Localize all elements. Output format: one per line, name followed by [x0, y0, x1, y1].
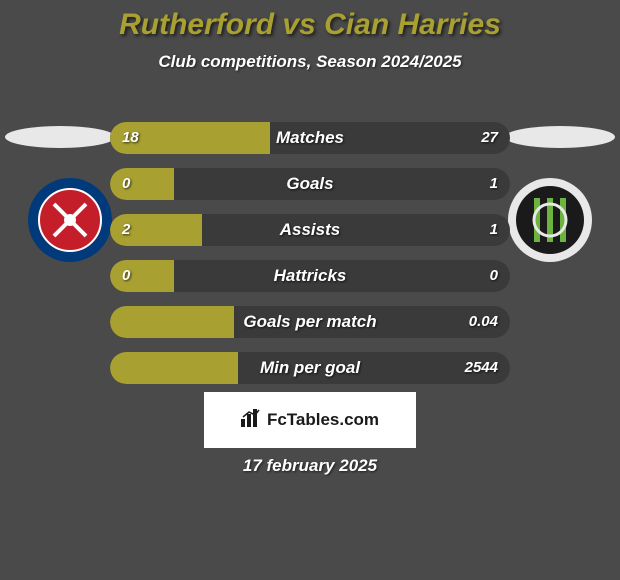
page-title: Rutherford vs Cian Harries	[0, 0, 620, 42]
stat-label: Goals per match	[110, 306, 510, 338]
footer-date: 17 february 2025	[0, 456, 620, 476]
player-oval-right	[505, 126, 615, 148]
stat-value-right: 0.04	[469, 306, 498, 338]
stat-value-right: 1	[490, 214, 498, 246]
page-subtitle: Club competitions, Season 2024/2025	[0, 52, 620, 72]
stat-row: 18Matches27	[110, 122, 510, 154]
brand-box: FcTables.com	[204, 392, 416, 448]
comparison-card: Rutherford vs Cian Harries Club competit…	[0, 0, 620, 580]
stat-row: 0Goals1	[110, 168, 510, 200]
stat-row: Min per goal2544	[110, 352, 510, 384]
stat-row: 2Assists1	[110, 214, 510, 246]
stat-value-right: 27	[481, 122, 498, 154]
stat-label: Matches	[110, 122, 510, 154]
chart-icon	[241, 409, 261, 432]
stat-label: Assists	[110, 214, 510, 246]
stat-value-right: 1	[490, 168, 498, 200]
stats-bars: 18Matches270Goals12Assists10Hattricks0Go…	[110, 122, 510, 398]
stat-value-right: 0	[490, 260, 498, 292]
stat-value-right: 2544	[465, 352, 498, 384]
club-badge-right	[508, 178, 592, 262]
stat-row: 0Hattricks0	[110, 260, 510, 292]
player-oval-left	[5, 126, 115, 148]
club-badge-left	[28, 178, 112, 262]
brand-text: FcTables.com	[267, 410, 379, 430]
stat-label: Hattricks	[110, 260, 510, 292]
stat-label: Min per goal	[110, 352, 510, 384]
stat-row: Goals per match0.04	[110, 306, 510, 338]
stat-label: Goals	[110, 168, 510, 200]
